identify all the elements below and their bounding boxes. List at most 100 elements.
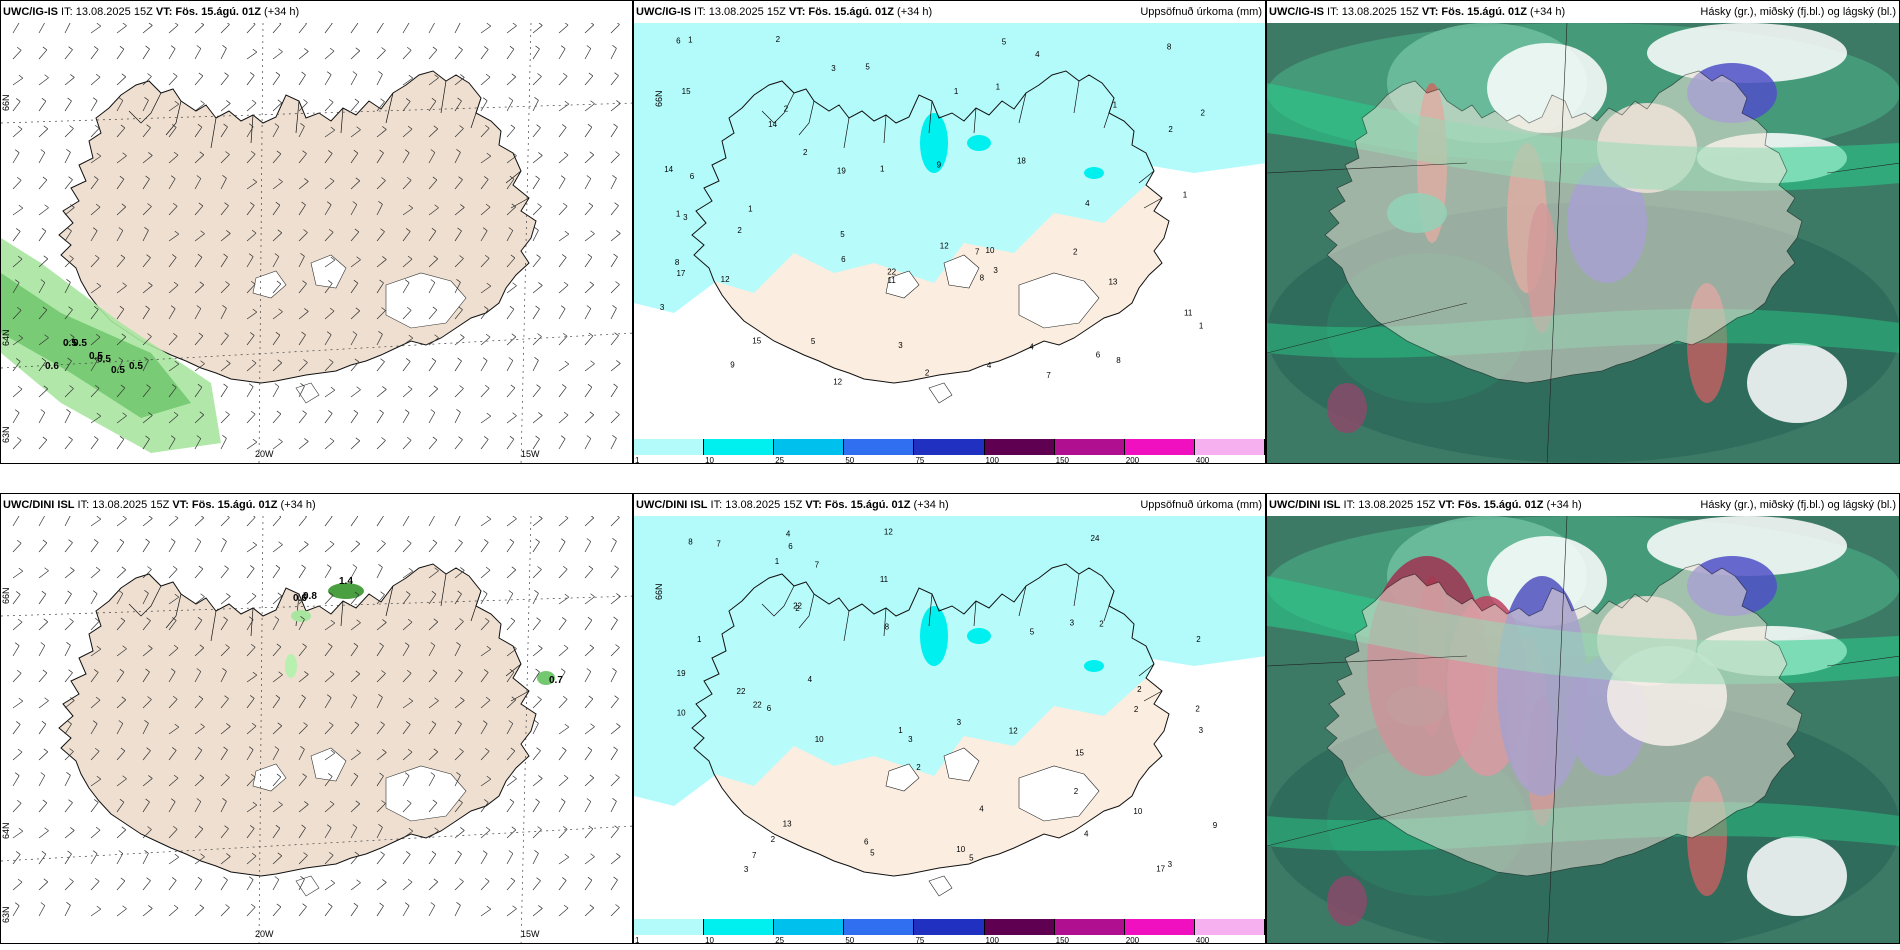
lat-label: 63N: [1, 426, 11, 443]
precip-value-label: 14: [768, 120, 777, 129]
wind-gust-label: 0.6: [45, 361, 59, 372]
lat-label: 66N: [654, 90, 664, 107]
colorbar-swatch: [1194, 439, 1265, 455]
colorbar-label: 200: [1125, 936, 1140, 944]
precip-value-label: 2: [776, 35, 781, 44]
precip-value-label: 12: [884, 527, 893, 536]
wind-gust-label: 0.5: [73, 338, 87, 349]
init-time: IT: 13.08.2025 15Z: [74, 499, 173, 511]
precip-value-label: 15: [1075, 748, 1084, 757]
colorbar-label: 150: [1055, 936, 1070, 944]
lat-label: 66N: [1, 587, 11, 604]
colorbar-swatch: [704, 439, 775, 455]
colorbar-swatch: [984, 439, 1055, 455]
init-time: IT: 13.08.2025 15Z: [691, 6, 789, 18]
precip-value-label: 2: [1137, 685, 1142, 694]
panel-cloud-dini: UWC/DINI ISL IT: 13.08.2025 15Z VT: Fös.…: [1266, 493, 1900, 944]
precip-value-label: 10: [986, 246, 995, 255]
precip-value-label: 1: [688, 35, 693, 44]
precip-value-label: 12: [721, 275, 730, 284]
wind-gust-label: 1.4: [339, 576, 353, 587]
init-time: IT: 13.08.2025 15Z: [1340, 499, 1439, 511]
precip-value-label: 1: [898, 726, 903, 735]
precip-value-label: 4: [808, 675, 813, 684]
precip-value-label: 5: [865, 63, 870, 72]
wind-gust-label: 0.5: [97, 354, 111, 365]
precip-value-label: 9: [937, 160, 942, 169]
precip-value-label: 2: [784, 105, 789, 114]
colorbar-label: 150: [1055, 456, 1070, 464]
colorbar-label: 400: [1195, 456, 1210, 464]
precip-value-label: 2: [1195, 704, 1200, 713]
colorbar-swatch: [1054, 439, 1125, 455]
precip-value-label: 1: [676, 209, 681, 218]
panel-header: UWC/IG-IS IT: 13.08.2025 15Z VT: Fös. 15…: [1267, 1, 1899, 23]
precip-value-label: 3: [908, 735, 913, 744]
precip-value-label: 10: [1133, 807, 1142, 816]
precip-value-label: 6: [841, 255, 846, 264]
colorbar-swatch: [634, 439, 705, 455]
wind-gust-label: 0.8: [303, 591, 317, 602]
init-time: IT: 13.08.2025 15Z: [707, 499, 806, 511]
precip-value-label: 5: [811, 337, 816, 346]
precip-value-label: 1: [1183, 191, 1188, 200]
panel-header: UWC/IG-IS IT: 13.08.2025 15Z VT: Fös. 15…: [634, 1, 1265, 23]
lead-time: (+34 h): [894, 6, 933, 18]
precip-value-label: 1: [954, 87, 959, 96]
map-canvas: [1267, 22, 1899, 463]
precip-value-label: 2: [1074, 787, 1079, 796]
precip-value-label: 3: [744, 865, 749, 874]
lead-time: (+34 h): [1527, 6, 1566, 18]
wind-gust-label: 0.5: [111, 365, 125, 376]
precip-value-label: 18: [1017, 156, 1026, 165]
panel-header: UWC/DINI ISL IT: 13.08.2025 15Z VT: Fös.…: [1, 494, 632, 516]
colorbar-label: 10: [705, 936, 715, 944]
precip-value-label: 12: [940, 242, 949, 251]
precip-value-label: 4: [786, 530, 791, 539]
colorbar-label: 25: [775, 936, 785, 944]
precip-value-label: 17: [1156, 864, 1165, 873]
precip-value-label: 1: [880, 165, 885, 174]
colorbar-swatch: [844, 919, 915, 935]
colorbar-label: 200: [1125, 456, 1140, 464]
colorbar-label: 10: [705, 456, 715, 464]
panel-precip-dini: 2 5 4 3 1 13 15 22 10 22 12 24 22 17 19 9 10 11 8 7 6 5 12 4 3 2 1…: [633, 493, 1266, 944]
precip-value-label: 11: [1184, 308, 1193, 317]
precip-value-label: 8: [1116, 356, 1121, 365]
lead-time: (+34 h): [277, 499, 316, 511]
model-name: UWC/IG-IS: [3, 6, 58, 18]
colorbar-swatch: [1194, 919, 1265, 935]
precip-value-label: 10: [677, 709, 686, 718]
wind-gust-label: 0.6: [293, 593, 307, 604]
precip-value-label: 10: [956, 845, 965, 854]
valid-time: VT: Fös. 15.ágú. 01Z: [805, 499, 911, 511]
map-canvas: 1.4 0.80.6 0.7 20W 15W 66N 64N 63N: [1, 512, 632, 943]
panel-header: UWC/IG-IS IT: 13.08.2025 15Z VT: Fös. 15…: [1, 1, 632, 23]
lead-time: (+34 h): [1543, 499, 1582, 511]
precip-value-label: 1: [775, 557, 780, 566]
valid-time: VT: Fös. 15.ágú. 01Z: [1438, 499, 1544, 511]
precip-value-label: 17: [676, 269, 685, 278]
model-name: UWC/DINI ISL: [636, 499, 708, 511]
precip-colorbar: 1 10 25 50 75 100 150 200 400: [634, 439, 1265, 463]
colorbar-swatch: [1124, 439, 1195, 455]
valid-time: VT: Fös. 15.ágú. 01Z: [788, 6, 894, 18]
precip-value-label: 6: [1096, 350, 1101, 359]
precip-value-label: 6: [864, 838, 869, 847]
colorbar-label: 50: [845, 456, 855, 464]
lead-time: (+34 h): [910, 499, 949, 511]
precip-value-label: 3: [993, 266, 998, 275]
precip-value-label: 13: [783, 820, 792, 829]
wind-gust-label: 0.5: [89, 351, 103, 362]
precip-value-label: 5: [870, 848, 875, 857]
wind-gust-label: 0.7: [549, 675, 563, 686]
precip-value-label: 19: [837, 166, 846, 175]
panel-header: UWC/DINI ISL IT: 13.08.2025 15Z VT: Fös.…: [634, 494, 1265, 516]
model-name: UWC/DINI ISL: [3, 499, 75, 511]
precip-value-label: 6: [690, 172, 695, 181]
precip-value-label: 2: [1168, 125, 1173, 134]
precip-value-label: 10: [815, 735, 824, 744]
precip-value-label: 2: [737, 226, 742, 235]
